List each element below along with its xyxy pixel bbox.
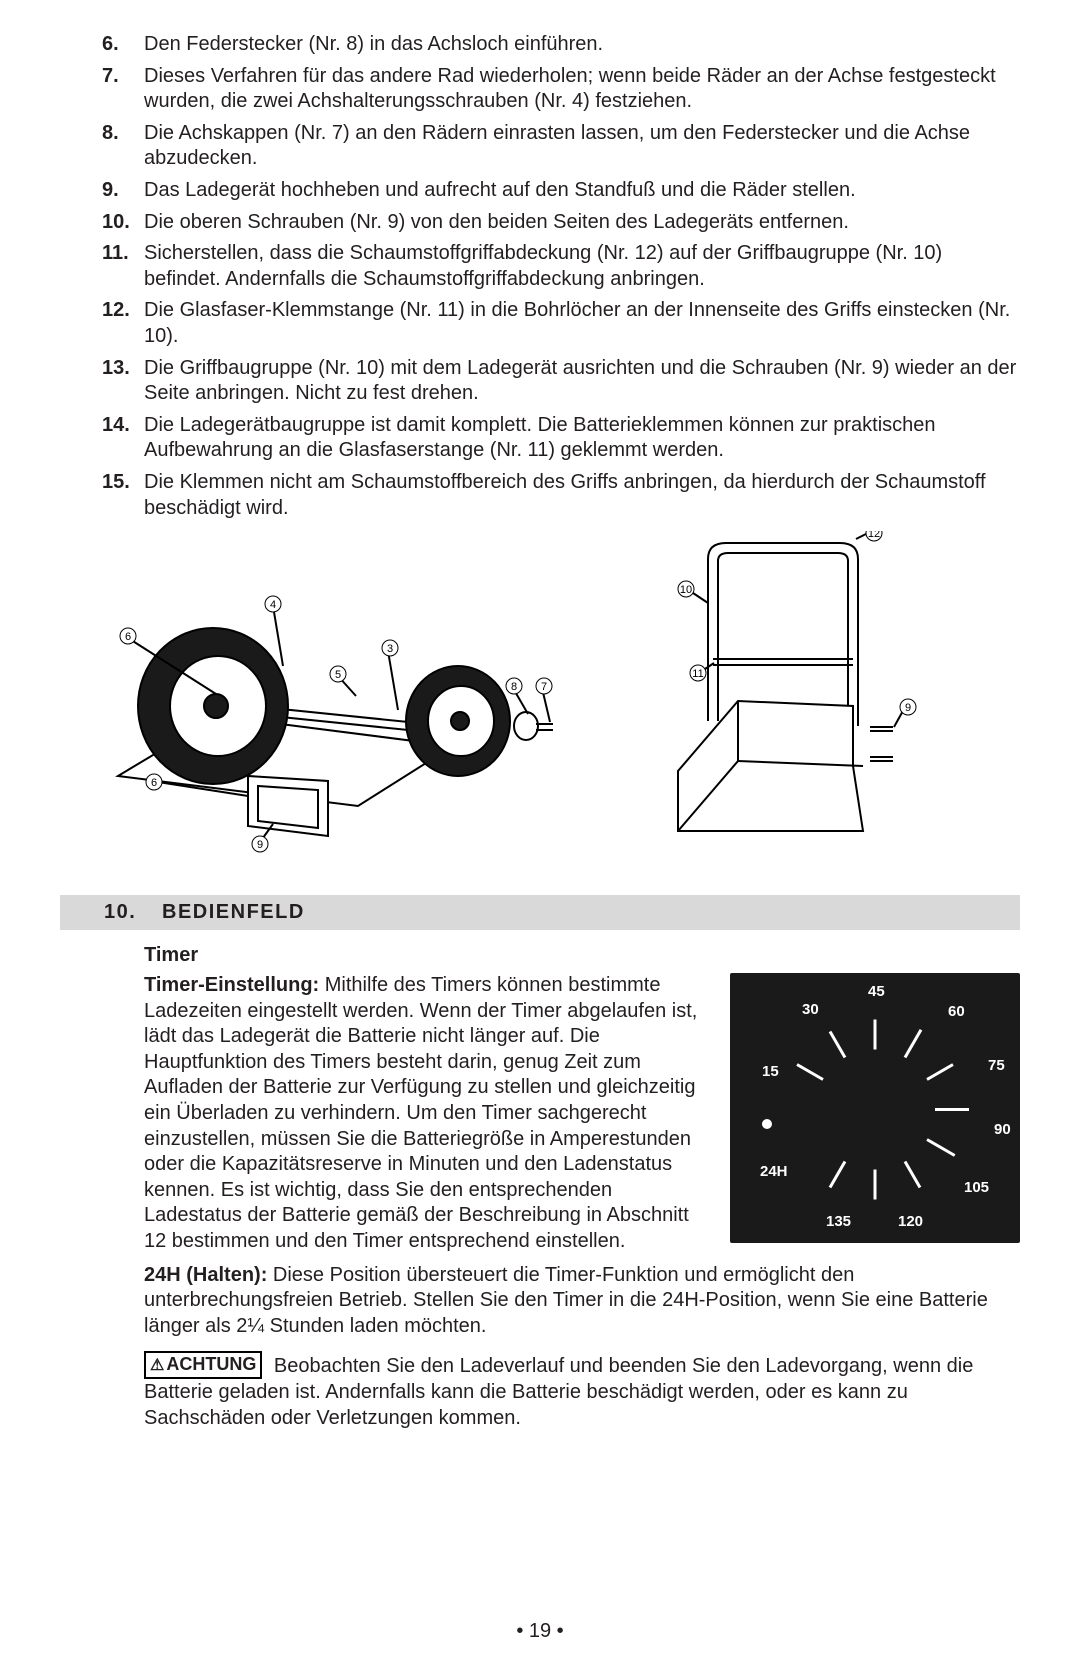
dial-tick: [829, 1031, 847, 1058]
dial-label: 120: [898, 1213, 923, 1230]
dial-tick: [904, 1029, 923, 1058]
dial-tick: [926, 1063, 953, 1081]
svg-text:11: 11: [692, 668, 703, 680]
svg-text:9: 9: [905, 702, 911, 714]
step-number: 12.: [102, 298, 144, 349]
warning-text: Beobachten Sie den Ladeverlauf und beend…: [144, 1355, 973, 1429]
step-number: 13.: [102, 356, 144, 407]
dial-tick: [874, 1170, 877, 1200]
step-item: 11.Sicherstellen, dass die Schaumstoffgr…: [102, 241, 1020, 292]
step-text: Die Ladegerätbaugruppe ist damit komplet…: [144, 413, 1020, 464]
step-number: 8.: [102, 121, 144, 172]
step-number: 10.: [102, 210, 144, 236]
section-10-header: 10. BEDIENFELD: [60, 895, 1020, 930]
step-number: 15.: [102, 470, 144, 521]
svg-text:9: 9: [257, 839, 263, 851]
step-text: Sicherstellen, dass die Schaumstoffgriff…: [144, 241, 1020, 292]
dial-label: 60: [948, 1003, 965, 1020]
warning-paragraph: ACHTUNG Beobachten Sie den Ladeverlauf u…: [144, 1351, 1020, 1431]
step-item: 12.Die Glasfaser-Klemmstange (Nr. 11) in…: [102, 298, 1020, 349]
page-number: • 19 •: [0, 1620, 1080, 1643]
section-number: 10.: [104, 901, 144, 924]
svg-text:12: 12: [868, 531, 880, 540]
step-item: 10.Die oberen Schrauben (Nr. 9) von den …: [102, 210, 1020, 236]
svg-text:7: 7: [541, 681, 547, 693]
timer-setting-lead: Timer-Einstellung:: [144, 974, 319, 996]
step-item: 13.Die Griffbaugruppe (Nr. 10) mit dem L…: [102, 356, 1020, 407]
step-text: Dieses Verfahren für das andere Rad wied…: [144, 64, 1020, 115]
step-text: Die Griffbaugruppe (Nr. 10) mit dem Lade…: [144, 356, 1020, 407]
dial-label: 90: [994, 1121, 1011, 1138]
dial-label: 75: [988, 1057, 1005, 1074]
handle-assembly-diagram: 12 10 11 9: [608, 531, 968, 871]
timer-setting-paragraph: Timer-Einstellung: Mithilfe des Timers k…: [144, 973, 710, 1255]
svg-text:4: 4: [270, 599, 276, 611]
warning-icon: ACHTUNG: [144, 1351, 262, 1379]
timer-24h-paragraph: 24H (Halten): Diese Position übersteuert…: [144, 1263, 1020, 1340]
step-text: Die Klemmen nicht am Schaumstoffbereich …: [144, 470, 1020, 521]
svg-text:5: 5: [335, 669, 341, 681]
dial-tick: [829, 1161, 847, 1188]
step-item: 14.Die Ladegerätbaugruppe ist damit komp…: [102, 413, 1020, 464]
svg-text:10: 10: [680, 584, 692, 596]
step-item: 9.Das Ladegerät hochheben und aufrecht a…: [102, 178, 1020, 204]
svg-text:8: 8: [511, 681, 517, 693]
step-number: 14.: [102, 413, 144, 464]
timer-dial-image: 15 30 45 60 75 90 105 120 135 24H: [730, 973, 1020, 1243]
dial-tick: [904, 1161, 922, 1188]
timer-heading: Timer: [144, 944, 1020, 967]
step-text: Die oberen Schrauben (Nr. 9) von den bei…: [144, 210, 1020, 236]
step-item: 8.Die Achskappen (Nr. 7) an den Rädern e…: [102, 121, 1020, 172]
dial-tick: [874, 1020, 877, 1050]
svg-text:6: 6: [151, 777, 157, 789]
step-item: 15.Die Klemmen nicht am Schaumstoffberei…: [102, 470, 1020, 521]
dial-tick: [926, 1138, 955, 1157]
timer-24h-text: Diese Position übersteuert die Timer-Fun…: [144, 1264, 988, 1337]
dial-label: 105: [964, 1179, 989, 1196]
step-text: Den Federstecker (Nr. 8) in das Achsloch…: [144, 32, 1020, 58]
svg-text:3: 3: [387, 643, 393, 655]
dial-tick: [796, 1063, 823, 1081]
step-number: 6.: [102, 32, 144, 58]
step-number: 9.: [102, 178, 144, 204]
dial-label: 30: [802, 1001, 819, 1018]
dial-indicator: [762, 1119, 772, 1129]
section-title: BEDIENFELD: [162, 901, 305, 924]
assembly-steps: 6.Den Federstecker (Nr. 8) in das Achslo…: [102, 32, 1020, 521]
dial-label: 24H: [760, 1163, 788, 1180]
dial-label: 45: [868, 983, 885, 1000]
step-text: Die Achskappen (Nr. 7) an den Rädern ein…: [144, 121, 1020, 172]
step-item: 6.Den Federstecker (Nr. 8) in das Achslo…: [102, 32, 1020, 58]
assembly-diagrams: 6 4 5 3 8 7 6 9: [98, 531, 1020, 871]
dial-label: 135: [826, 1213, 851, 1230]
step-item: 7.Dieses Verfahren für das andere Rad wi…: [102, 64, 1020, 115]
step-number: 11.: [102, 241, 144, 292]
step-number: 7.: [102, 64, 144, 115]
timer-24h-lead: 24H (Halten):: [144, 1264, 267, 1286]
dial-label: 15: [762, 1063, 779, 1080]
timer-setting-text: Mithilfe des Timers können bestimmte Lad…: [144, 974, 697, 1252]
svg-text:6: 6: [125, 631, 131, 643]
dial-tick: [935, 1108, 969, 1111]
wheel-assembly-diagram: 6 4 5 3 8 7 6 9: [98, 531, 568, 871]
step-text: Das Ladegerät hochheben und aufrecht auf…: [144, 178, 1020, 204]
step-text: Die Glasfaser-Klemmstange (Nr. 11) in di…: [144, 298, 1020, 349]
